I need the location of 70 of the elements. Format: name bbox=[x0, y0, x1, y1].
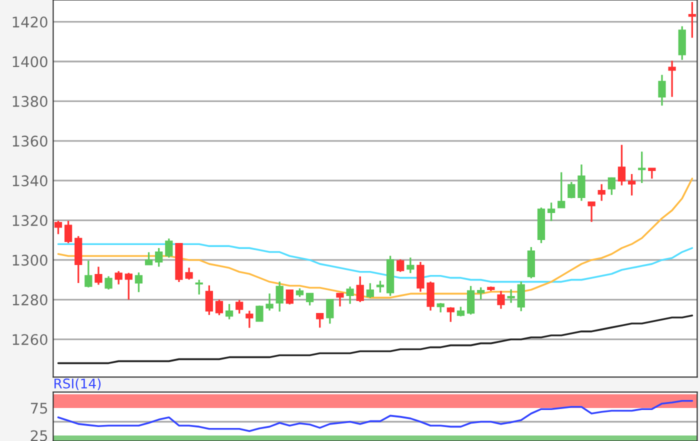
candlestick bbox=[286, 289, 294, 306]
y-tick-label: 1340 bbox=[12, 175, 48, 186]
y-tick-label: 1400 bbox=[12, 56, 48, 68]
candlestick bbox=[507, 288, 515, 304]
candlestick bbox=[266, 292, 274, 312]
candlestick bbox=[205, 284, 213, 316]
candlestick bbox=[446, 306, 454, 323]
candlestick bbox=[436, 302, 444, 314]
candlestick bbox=[256, 304, 264, 322]
candlestick bbox=[568, 181, 576, 200]
candlestick bbox=[134, 272, 143, 293]
candlestick bbox=[517, 280, 525, 312]
candlestick bbox=[406, 256, 414, 274]
candlestick bbox=[366, 282, 374, 299]
candlestick bbox=[598, 183, 606, 202]
candlestick bbox=[648, 168, 656, 180]
candlestick bbox=[346, 286, 354, 305]
candlestick bbox=[416, 261, 424, 293]
candlestick bbox=[236, 299, 244, 314]
candlestick bbox=[94, 266, 102, 286]
candlestick bbox=[215, 298, 224, 316]
candlestick bbox=[124, 272, 132, 300]
candlestick bbox=[588, 201, 596, 223]
candlestick bbox=[628, 173, 636, 196]
candlestick bbox=[276, 280, 284, 312]
candlestick bbox=[658, 74, 666, 106]
candlestick bbox=[668, 60, 676, 98]
candlestick bbox=[376, 280, 384, 294]
candlestick bbox=[477, 286, 485, 300]
candlestick bbox=[165, 238, 173, 258]
candlestick bbox=[114, 270, 122, 286]
candlestick bbox=[558, 171, 566, 208]
candlestick bbox=[396, 258, 404, 273]
line-series bbox=[57, 314, 694, 364]
candlestick bbox=[246, 310, 254, 329]
candlestick bbox=[336, 292, 344, 308]
candlestick bbox=[608, 176, 616, 196]
candlestick bbox=[426, 280, 434, 312]
candlestick bbox=[466, 285, 475, 316]
y-tick-label: 25 bbox=[30, 430, 48, 441]
candlestick bbox=[195, 278, 203, 296]
y-tick-label: 75 bbox=[30, 402, 48, 414]
line-series bbox=[57, 400, 694, 432]
y-tick-label: 1380 bbox=[12, 96, 48, 107]
candlestick bbox=[456, 306, 465, 318]
chart-title: RSI(14) bbox=[54, 378, 101, 390]
y-tick-label: 1280 bbox=[12, 294, 48, 306]
candlestick bbox=[144, 251, 153, 266]
candlestick bbox=[84, 260, 92, 288]
candlestick bbox=[356, 276, 364, 303]
y-tick-label: 1260 bbox=[12, 334, 48, 346]
candlestick bbox=[547, 202, 556, 222]
candlestick bbox=[638, 150, 646, 184]
candlestick bbox=[64, 220, 72, 244]
candlestick bbox=[104, 275, 112, 290]
y-tick-label: 1360 bbox=[12, 136, 48, 147]
candlestick bbox=[155, 247, 163, 268]
candlestick bbox=[326, 298, 334, 325]
y-tick-label: 1300 bbox=[12, 254, 48, 266]
candlestick bbox=[316, 312, 324, 328]
candlestick bbox=[618, 144, 626, 186]
candlestick bbox=[497, 290, 505, 310]
y-tick-label: 1420 bbox=[12, 16, 48, 28]
candlestick bbox=[54, 220, 62, 236]
y-tick-label: 1320 bbox=[12, 214, 48, 226]
candlestick bbox=[185, 266, 193, 280]
candlestick bbox=[578, 164, 586, 202]
candlestick bbox=[688, 1, 696, 39]
candlestick bbox=[225, 303, 234, 320]
candlestick bbox=[306, 292, 314, 306]
